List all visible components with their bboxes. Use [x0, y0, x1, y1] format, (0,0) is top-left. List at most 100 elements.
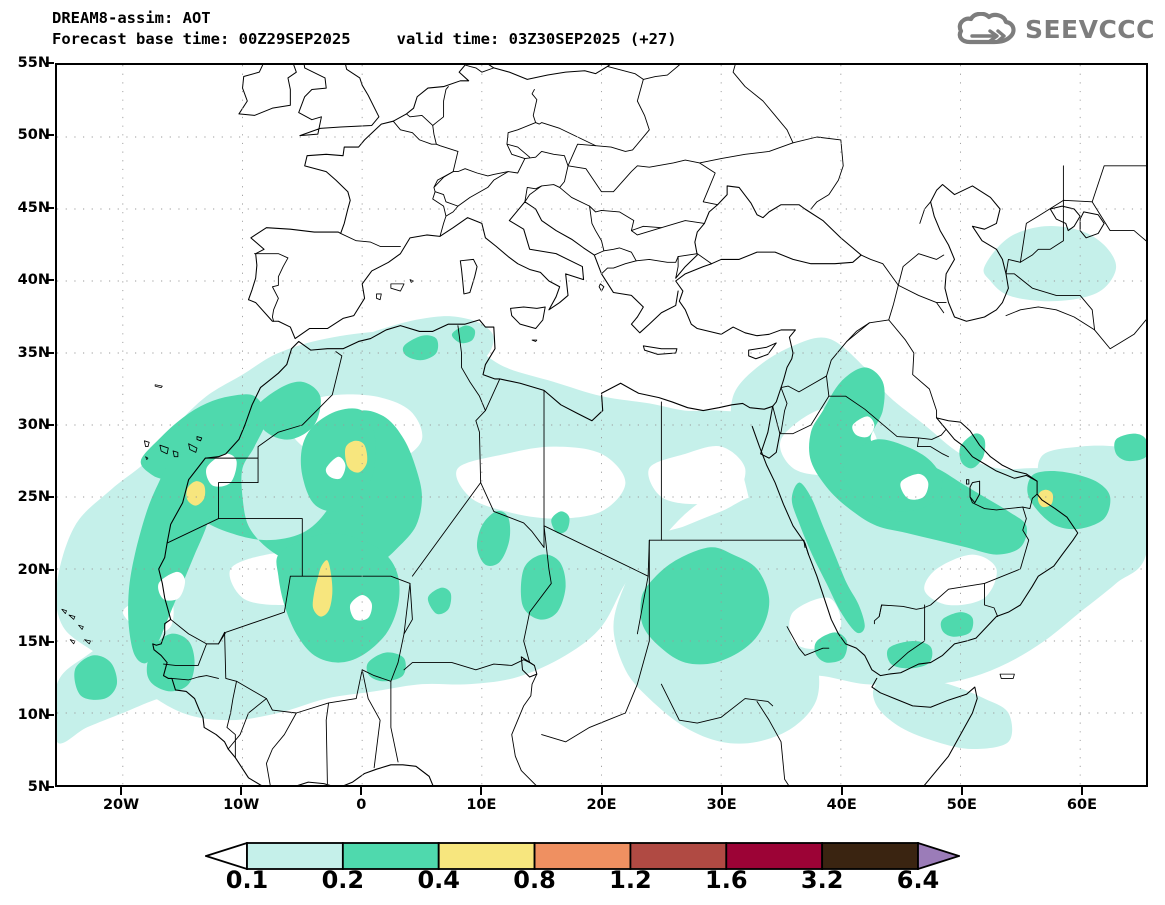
colorbar	[205, 842, 960, 870]
colorbar-tick-label: 1.2	[609, 866, 652, 894]
ytick-label: 25N	[17, 489, 50, 506]
border-16	[756, 701, 789, 785]
border-79	[433, 171, 454, 188]
border-66	[601, 247, 637, 275]
aot-core-0.4-mali	[312, 560, 333, 617]
border-44	[772, 405, 781, 435]
coast-north-africa	[244, 319, 774, 426]
colorbar-tick-label: 1.6	[705, 866, 748, 894]
aot-band-0.2-hejaz	[791, 482, 865, 634]
colorbar-segment-2	[341, 842, 440, 870]
map-canvas	[57, 65, 1146, 785]
border-82	[432, 86, 449, 145]
ytick-mark	[46, 424, 54, 426]
aot-filled-contours	[57, 225, 1146, 749]
aot-band-0.2-sahel	[366, 652, 406, 682]
chart-header: DREAM8-assim: AOT Forecast base time: 00…	[52, 9, 677, 49]
map-outlines	[61, 65, 1146, 785]
coast-lapalma	[143, 440, 150, 448]
border-43	[780, 387, 788, 433]
border-30	[163, 643, 207, 666]
xtick-label: 10W	[223, 797, 260, 813]
border-72	[642, 65, 680, 80]
border-78	[506, 143, 526, 160]
colorbar-tick-label: 0.4	[417, 866, 460, 894]
border-5	[457, 325, 545, 548]
aot-contour-layer	[57, 65, 1146, 785]
border-40	[878, 604, 883, 617]
coast-crete	[642, 345, 678, 355]
ytick-label: 40N	[17, 272, 50, 289]
border-67	[635, 256, 679, 263]
coast-caspian	[930, 184, 1009, 322]
aot-core-0.4-algeria	[345, 440, 368, 473]
border-1	[166, 457, 259, 544]
border-81	[392, 120, 459, 152]
aot-band-0.2-libya-sm	[551, 511, 570, 534]
aot-band-0.2-tunisia-2	[451, 325, 476, 344]
border-45	[888, 253, 945, 321]
coast-horn	[871, 677, 978, 785]
coast-aral-west	[1049, 205, 1081, 232]
aot-band-0.2-coast-strip	[128, 453, 213, 664]
coast-red-sea-arabia	[751, 417, 1079, 677]
border-51	[1019, 199, 1146, 263]
aot-band-0.2-senegal	[146, 633, 195, 692]
border-25	[361, 669, 381, 769]
border-34	[826, 319, 938, 419]
xtick-label: 20E	[586, 797, 617, 813]
seevccc-logo: SEEVCCC	[956, 12, 1155, 46]
border-23	[403, 582, 411, 635]
border-55	[860, 254, 899, 286]
border-28	[227, 698, 267, 750]
ytick-mark	[46, 351, 54, 354]
border-56	[677, 253, 713, 265]
xtick-mark	[360, 787, 363, 795]
border-46	[897, 284, 947, 304]
hole-libya	[456, 446, 626, 519]
coast-tenerife	[159, 444, 169, 455]
aot-band-0.2-chad	[520, 554, 566, 620]
aot-band-0.2-hadramawt	[940, 612, 974, 637]
aot-band-0.1-aden	[872, 677, 1013, 749]
coast-black-sea	[675, 185, 862, 279]
coast-west-africa	[152, 424, 434, 785]
coast-fuerteventura	[188, 443, 198, 453]
ytick-mark	[46, 134, 54, 137]
colorbar-segment-1	[246, 842, 344, 870]
hole-teal-algeria	[325, 456, 346, 480]
border-53	[1091, 165, 1146, 203]
border-22	[415, 765, 430, 777]
border-64	[559, 165, 569, 188]
colorbar-tick-label: 3.2	[800, 866, 844, 894]
border-11	[624, 539, 650, 714]
xtick-mark	[960, 787, 963, 795]
border-84	[452, 150, 459, 173]
colorbar-segment-6	[725, 842, 824, 870]
border-42	[780, 375, 827, 393]
coast-grancanaria	[172, 450, 179, 458]
xtick-label: 50E	[946, 797, 977, 813]
coast-cv1	[61, 608, 67, 615]
border-74	[567, 78, 650, 167]
border-77	[506, 122, 537, 158]
xtick-mark	[1080, 787, 1083, 795]
coast-qatar	[969, 480, 981, 504]
chart-time-line: Forecast base time: 00Z29SEP2025 valid ti…	[52, 30, 677, 49]
xtick-mark	[240, 787, 243, 795]
colorbar-tick-label: 0.8	[513, 866, 556, 894]
border-6	[484, 378, 501, 412]
xtick-label: 40E	[826, 797, 857, 813]
colorbar-swatches	[205, 842, 960, 870]
xtick-mark	[120, 787, 123, 795]
border-12	[636, 575, 649, 635]
ytick-label: 55N	[17, 55, 50, 71]
aot-band-0.2-mali-core	[276, 533, 400, 663]
border-35	[916, 437, 949, 458]
border-47	[936, 302, 945, 314]
border-32	[226, 680, 237, 759]
aot-band-0.2-niger-e	[427, 587, 452, 615]
border-4	[257, 351, 343, 459]
ytick-label: 10N	[17, 706, 50, 723]
